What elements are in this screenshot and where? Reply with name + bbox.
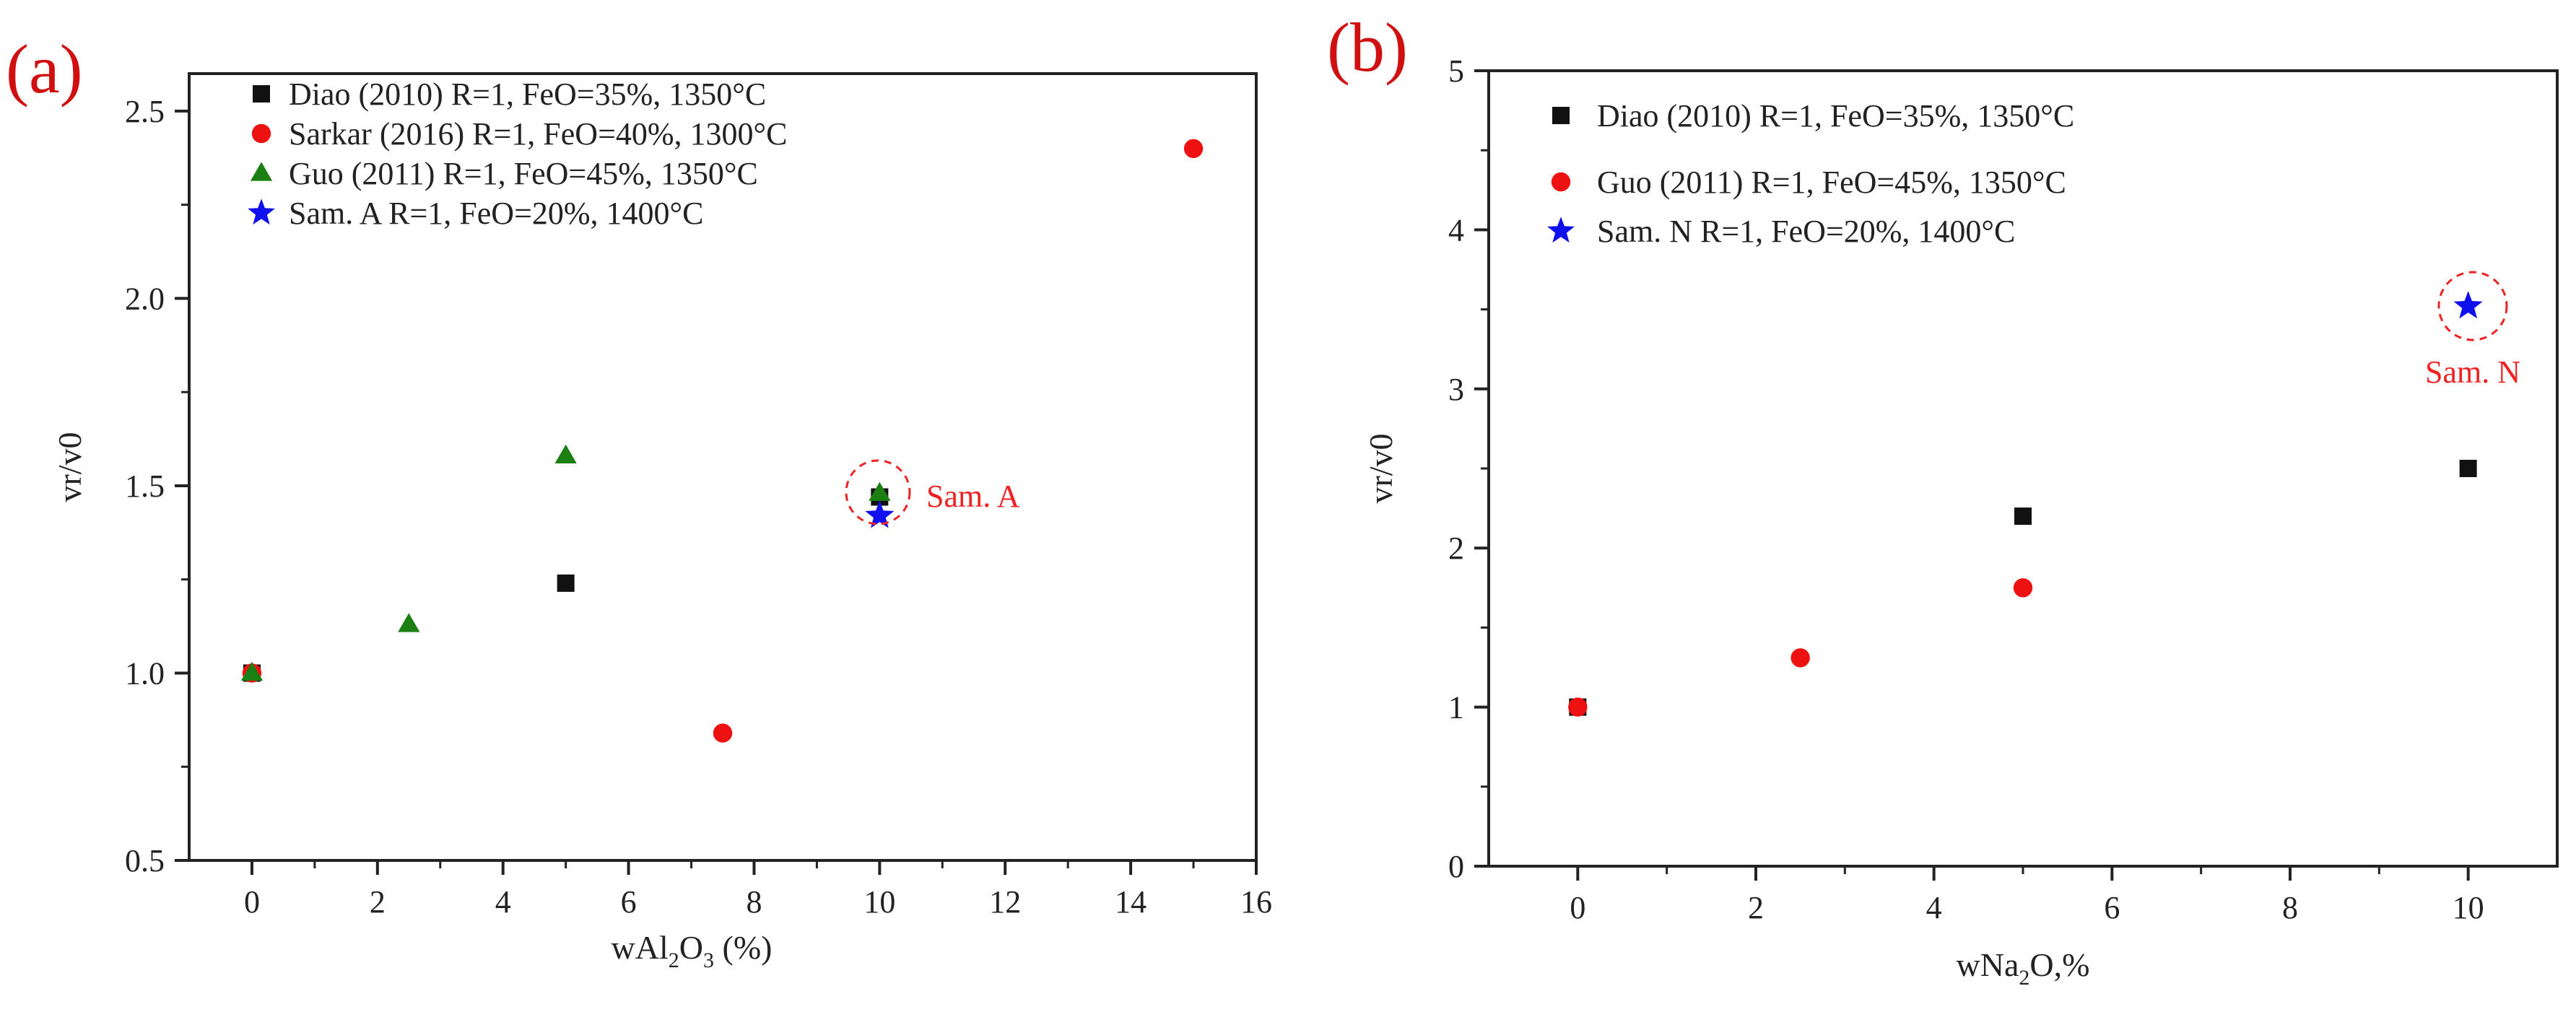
panel-a: (a) 0 2 4 6 8 10 12 14 16 0.5 1.0 1.5 2.0 2.5 wAl2O3… <box>6 30 1272 972</box>
panel-b-x-tick-labels: 0 2 4 6 8 10 <box>1570 890 2484 925</box>
x-tick-label: 8 <box>2282 890 2298 925</box>
series-3 <box>2453 291 2483 319</box>
legend-label: Diao (2010) R=1, FeO=35%, 1350°C <box>1597 98 2074 134</box>
panel-b-y-tick-labels: 0 1 2 3 4 5 <box>1448 53 1464 884</box>
y-tick-label: 2.0 <box>125 281 165 316</box>
y-tick-label: 1 <box>1448 690 1464 725</box>
data-point-square <box>2014 507 2032 525</box>
legend-label: Guo (2011) R=1, FeO=45%, 1350°C <box>1597 165 2066 200</box>
data-point-circle <box>1568 697 1588 717</box>
y-tick-label: 4 <box>1448 212 1464 248</box>
data-point-star <box>2453 291 2483 319</box>
x-tick-label: 10 <box>2453 890 2484 925</box>
data-point-triangle <box>869 481 891 501</box>
panel-b-legend: Diao (2010) R=1, FeO=35%, 1350°C Guo (201… <box>1547 98 2074 249</box>
series-4 <box>865 500 895 528</box>
x-tick-label: 4 <box>1926 890 1942 925</box>
panel-b-series <box>1568 291 2483 717</box>
x-tick-label: 2 <box>370 884 386 920</box>
data-point-circle <box>1790 648 1810 668</box>
legend-label: Sam. A R=1, FeO=20%, 1400°C <box>289 196 704 231</box>
data-point-circle <box>1183 139 1204 159</box>
panel-b-highlight-circle <box>2437 271 2508 341</box>
data-point-triangle <box>554 444 577 464</box>
x-tick-label: 0 <box>244 884 260 920</box>
panel-b-y-axis-title: vr/v0 <box>1362 433 1399 503</box>
y-tick-label: 2 <box>1448 531 1464 566</box>
legend-marker-triangle <box>250 162 273 181</box>
legend-marker-square <box>253 85 270 102</box>
panel-b-x-ticks <box>1576 866 2470 881</box>
data-point-circle <box>713 723 733 743</box>
panel-b-annotation: Sam. N <box>2425 354 2520 390</box>
y-tick-label: 1.0 <box>125 655 165 691</box>
legend-label: Sam. N R=1, FeO=20%, 1400°C <box>1597 214 2015 249</box>
y-tick-label: 2.5 <box>125 94 165 129</box>
y-tick-label: 5 <box>1448 53 1464 89</box>
panel-a-legend: Diao (2010) R=1, FeO=35%, 1350°C Sarkar (… <box>248 77 788 231</box>
panel-b: (b) 0 2 4 6 8 10 0 1 2 3 4 5 wNa2O,% vr/v0 Sam. N … <box>1327 9 2559 990</box>
x-tick-label: 0 <box>1570 890 1585 925</box>
panel-a-series <box>240 139 1204 743</box>
data-point-circle <box>2013 578 2033 598</box>
series-1 <box>243 488 889 682</box>
data-point-square <box>557 574 575 592</box>
legend-label: Diao (2010) R=1, FeO=35%, 1350°C <box>289 77 766 112</box>
panel-a-y-tick-labels: 0.5 1.0 1.5 2.0 2.5 <box>125 94 165 878</box>
x-tick-label: 16 <box>1240 884 1272 920</box>
data-point-square <box>2459 460 2477 477</box>
legend-label: Guo (2011) R=1, FeO=45%, 1350°C <box>289 156 758 191</box>
y-tick-label: 3 <box>1448 372 1464 407</box>
panel-b-x-axis-title: wNa2O,% <box>1957 946 2090 990</box>
data-point-star <box>865 500 895 528</box>
x-tick-label: 14 <box>1115 884 1146 920</box>
x-tick-label: 2 <box>1748 890 1764 925</box>
legend-marker-circle <box>1551 172 1571 192</box>
panel-a-annotation: Sam. A <box>926 479 1020 514</box>
panel-a-label: (a) <box>6 30 83 108</box>
y-tick-label: 1.5 <box>125 468 165 504</box>
legend-marker-star <box>1547 217 1575 243</box>
data-point-triangle <box>240 661 264 681</box>
x-tick-label: 6 <box>2104 890 2120 925</box>
x-tick-label: 10 <box>863 884 895 920</box>
y-tick-label: 0.5 <box>125 843 165 878</box>
panel-b-y-ticks <box>1474 69 1489 868</box>
x-tick-label: 4 <box>495 884 511 920</box>
legend-marker-square <box>1552 107 1570 124</box>
series-2 <box>1568 578 2033 717</box>
y-tick-label: 0 <box>1448 849 1464 884</box>
panel-a-y-axis-title: vr/v0 <box>51 432 88 502</box>
x-tick-label: 8 <box>746 884 762 920</box>
panel-a-x-tick-labels: 0 2 4 6 8 10 12 14 16 <box>244 884 1272 920</box>
legend-marker-circle <box>251 123 271 144</box>
panel-a-x-axis-title: wAl2O3 (%) <box>612 929 773 972</box>
series-3 <box>240 444 891 681</box>
data-point-triangle <box>398 613 420 632</box>
legend-marker-star <box>248 199 275 225</box>
legend-label: Sarkar (2016) R=1, FeO=40%, 1300°C <box>289 116 788 152</box>
panel-b-label: (b) <box>1327 9 1408 86</box>
panel-a-y-ticks <box>175 109 189 862</box>
x-tick-label: 12 <box>989 884 1021 920</box>
panel-a-highlight-circle <box>845 459 911 525</box>
x-tick-label: 6 <box>621 884 637 920</box>
panel-a-plot-frame <box>188 72 1258 862</box>
panel-a-x-ticks <box>250 860 1258 875</box>
